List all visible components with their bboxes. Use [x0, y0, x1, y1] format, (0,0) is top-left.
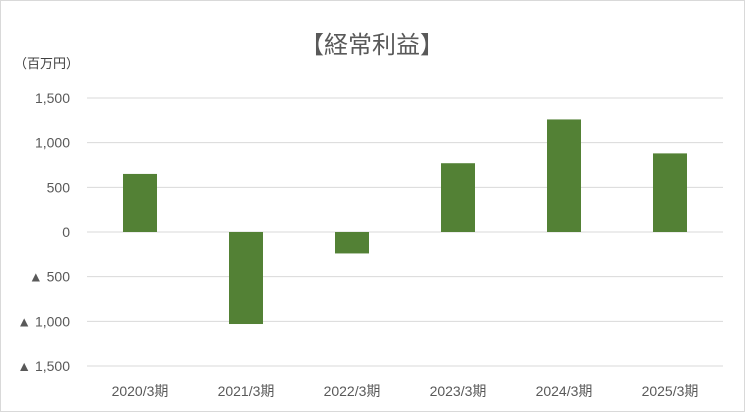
x-tick-label: 2021/3期 [218, 383, 275, 399]
x-tick-label: 2024/3期 [536, 383, 593, 399]
y-tick-label: 1,500 [35, 90, 70, 106]
bar [441, 163, 475, 232]
y-tick-label: 1,000 [35, 135, 70, 151]
bar-series [123, 119, 687, 325]
gridlines [87, 97, 723, 367]
x-tick-label: 2023/3期 [430, 383, 487, 399]
bar [653, 153, 687, 232]
bar [229, 232, 263, 325]
y-tick-label: ▲ 1,500 [17, 358, 70, 374]
y-tick-label: 0 [62, 224, 70, 240]
bar [547, 119, 581, 232]
y-axis-ticks: 1,500 1,000 500 0 ▲ 500 ▲ 1,000 ▲ 1,500 [17, 90, 70, 374]
chart-title: 【経常利益】 [300, 31, 444, 59]
y-tick-label: ▲ 500 [29, 269, 70, 285]
x-tick-label: 2020/3期 [112, 383, 169, 399]
x-tick-label: 2025/3期 [642, 383, 699, 399]
y-tick-label: 500 [47, 179, 71, 195]
y-tick-label: ▲ 1,000 [17, 313, 70, 329]
x-tick-label: 2022/3期 [324, 383, 381, 399]
bar [335, 232, 369, 254]
y-axis-unit-label: （百万円） [14, 57, 79, 72]
bar [123, 173, 157, 232]
x-axis-ticks: 2020/3期 2021/3期 2022/3期 2023/3期 2024/3期 2025/… [112, 383, 699, 399]
